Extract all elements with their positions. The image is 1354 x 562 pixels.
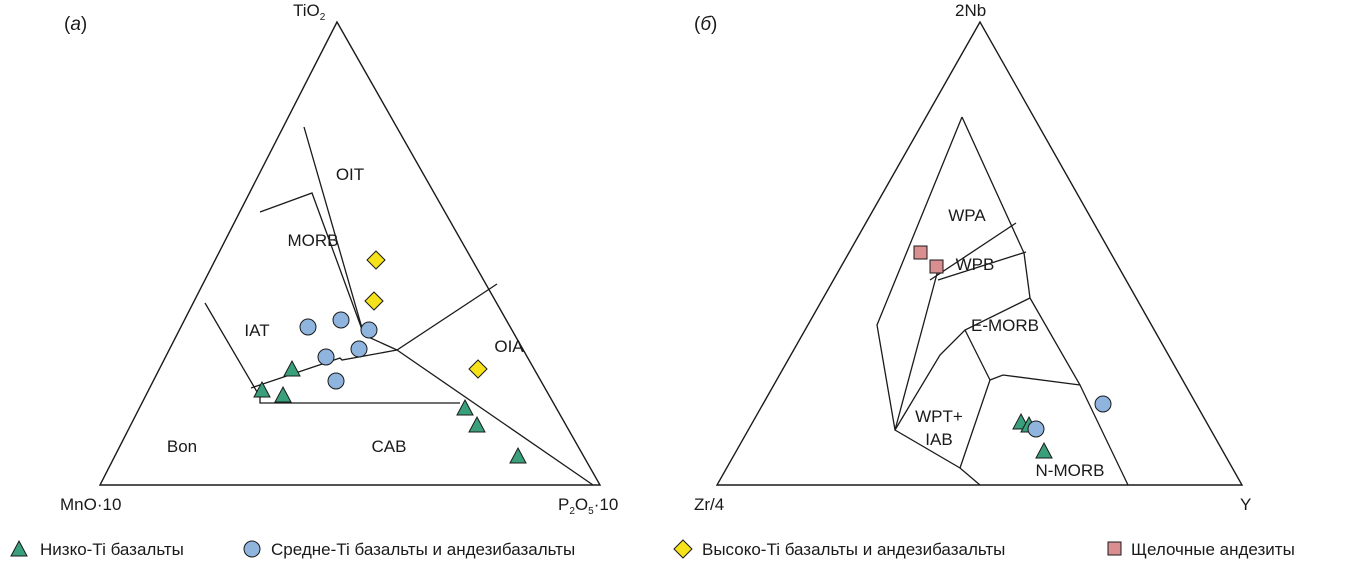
point-high-ti — [364, 291, 384, 311]
boundary-wpb-top — [937, 251, 1027, 281]
panel-a-boundaries — [204, 126, 594, 486]
point-mid-ti — [1027, 420, 1045, 438]
panel-b-label: (б) — [694, 14, 717, 35]
field-cab: CAB — [372, 437, 407, 456]
point-low-ti — [283, 359, 301, 377]
legend-label: Высоко-Ti базальты и андезибазальты — [702, 540, 1005, 559]
boundary-wpt — [959, 329, 991, 469]
point-mid-ti — [350, 340, 368, 358]
point-mid-ti — [327, 372, 345, 390]
point-alkaline — [929, 259, 944, 274]
point-mid-ti — [360, 321, 378, 339]
panel-a: (а) TiO2 MnO·10 P2O5·10 OIT MORB IAT OIA… — [60, 1, 618, 517]
field-iab: IAB — [925, 430, 952, 449]
point-low-ti — [1035, 441, 1053, 459]
boundary-wpb-left — [894, 269, 939, 431]
point-mid-ti — [332, 311, 350, 329]
panel-b-vertex-right: Y — [1240, 495, 1251, 514]
boundary-wpa-wpb — [929, 222, 1017, 281]
field-iat: IAT — [244, 321, 269, 340]
point-mid-ti — [299, 318, 317, 336]
triangle-icon — [10, 539, 28, 557]
panel-b-points — [913, 245, 1112, 459]
point-alkaline — [913, 245, 928, 260]
panel-b-vertex-top: 2Nb — [955, 1, 986, 20]
field-oit: OIT — [336, 165, 364, 184]
boundary-emorb-left — [894, 297, 1031, 431]
panel-a-vertex-right: P2O5·10 — [558, 495, 618, 517]
legend-label: Низко-Ti базальты — [40, 540, 184, 559]
circle-icon — [243, 540, 261, 558]
boundary-morb-upper — [259, 192, 365, 336]
field-n-morb: N-MORB — [1036, 461, 1105, 480]
panel-b-vertex-left: Zr/4 — [694, 495, 724, 514]
panel-a-points — [253, 250, 527, 464]
legend-label: Средне-Ti базальты и андезибазальты — [271, 540, 575, 559]
boundary-right-field — [961, 116, 1129, 486]
boundary-oit-lower — [303, 126, 498, 351]
field-wpa: WPA — [948, 206, 986, 225]
point-low-ti — [468, 415, 486, 433]
point-mid-ti — [1094, 395, 1112, 413]
legend-item-low-ti: Низко-Ti базальты — [10, 539, 184, 559]
point-low-ti — [509, 446, 527, 464]
field-e-morb: E-MORB — [971, 316, 1039, 335]
diamond-icon — [673, 539, 693, 559]
boundary-iat-cab — [204, 302, 460, 404]
panel-a-vertex-top: TiO2 — [293, 1, 326, 23]
panel-b: (б) 2Nb Zr/4 Y WPA WPB E-MORB WPT+ IAB N… — [694, 1, 1251, 514]
square-icon — [1107, 541, 1122, 556]
field-morb: MORB — [288, 231, 339, 250]
legend-item-high-ti: Высоко-Ti базальты и андезибазальты — [673, 539, 1005, 559]
panel-a-vertex-left: MnO·10 — [60, 495, 121, 514]
legend-item-mid-ti: Средне-Ti базальты и андезибазальты — [243, 540, 575, 559]
panel-b-outline — [715, 20, 1244, 486]
panel-a-outline — [98, 20, 602, 486]
field-wpt: WPT+ — [915, 407, 963, 426]
point-low-ti — [274, 385, 292, 403]
legend-item-alkaline: Щелочные андезиты — [1107, 540, 1295, 559]
field-bon: Bon — [167, 437, 197, 456]
panel-a-label: (а) — [64, 14, 87, 35]
boundary-emorb-nmorb — [989, 374, 1081, 386]
field-wpb: WPB — [956, 255, 995, 274]
legend-label: Щелочные андезиты — [1131, 540, 1295, 559]
field-oia: OIA — [494, 337, 524, 356]
boundary-oia-cab — [396, 349, 594, 486]
point-low-ti — [253, 380, 271, 398]
point-low-ti — [456, 398, 474, 416]
point-high-ti — [366, 250, 386, 270]
legend: Низко-Ti базальты Средне-Ti базальты и а… — [10, 539, 1295, 559]
point-high-ti — [468, 359, 488, 379]
point-mid-ti — [317, 348, 335, 366]
panel-b-boundaries — [876, 116, 1129, 486]
